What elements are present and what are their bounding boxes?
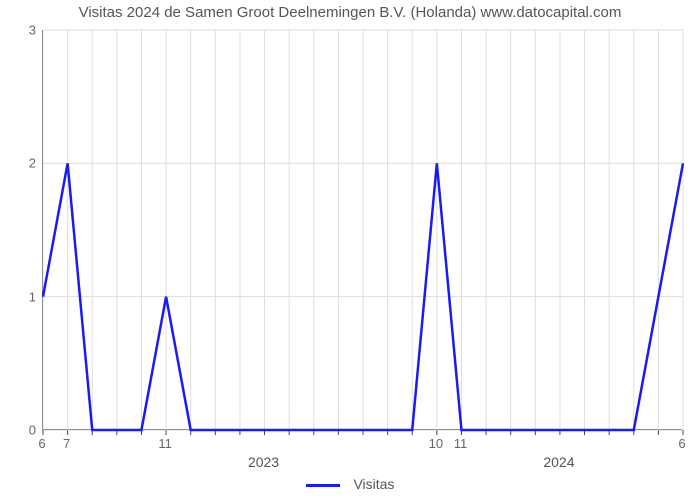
x-category-label: 2024 — [543, 454, 574, 470]
x-tick-label: 6 — [38, 436, 45, 451]
visits-chart: Visitas 2024 de Samen Groot Deelnemingen… — [0, 0, 700, 500]
x-tick-label: 10 — [429, 436, 443, 451]
legend-swatch — [306, 484, 340, 487]
x-tick-label: 7 — [63, 436, 70, 451]
legend: Visitas — [0, 476, 700, 492]
y-tick-label: 2 — [6, 156, 36, 171]
gridlines — [43, 30, 683, 430]
y-tick-label: 0 — [6, 423, 36, 438]
x-tick-label: 6 — [678, 436, 685, 451]
x-category-label: 2023 — [248, 454, 279, 470]
plot-area — [42, 30, 682, 430]
x-tick-label: 11 — [454, 436, 468, 451]
legend-label: Visitas — [353, 476, 394, 492]
chart-title: Visitas 2024 de Samen Groot Deelnemingen… — [0, 4, 700, 21]
x-tick-label: 11 — [158, 436, 172, 451]
y-tick-label: 1 — [6, 289, 36, 304]
y-tick-label: 3 — [6, 23, 36, 38]
